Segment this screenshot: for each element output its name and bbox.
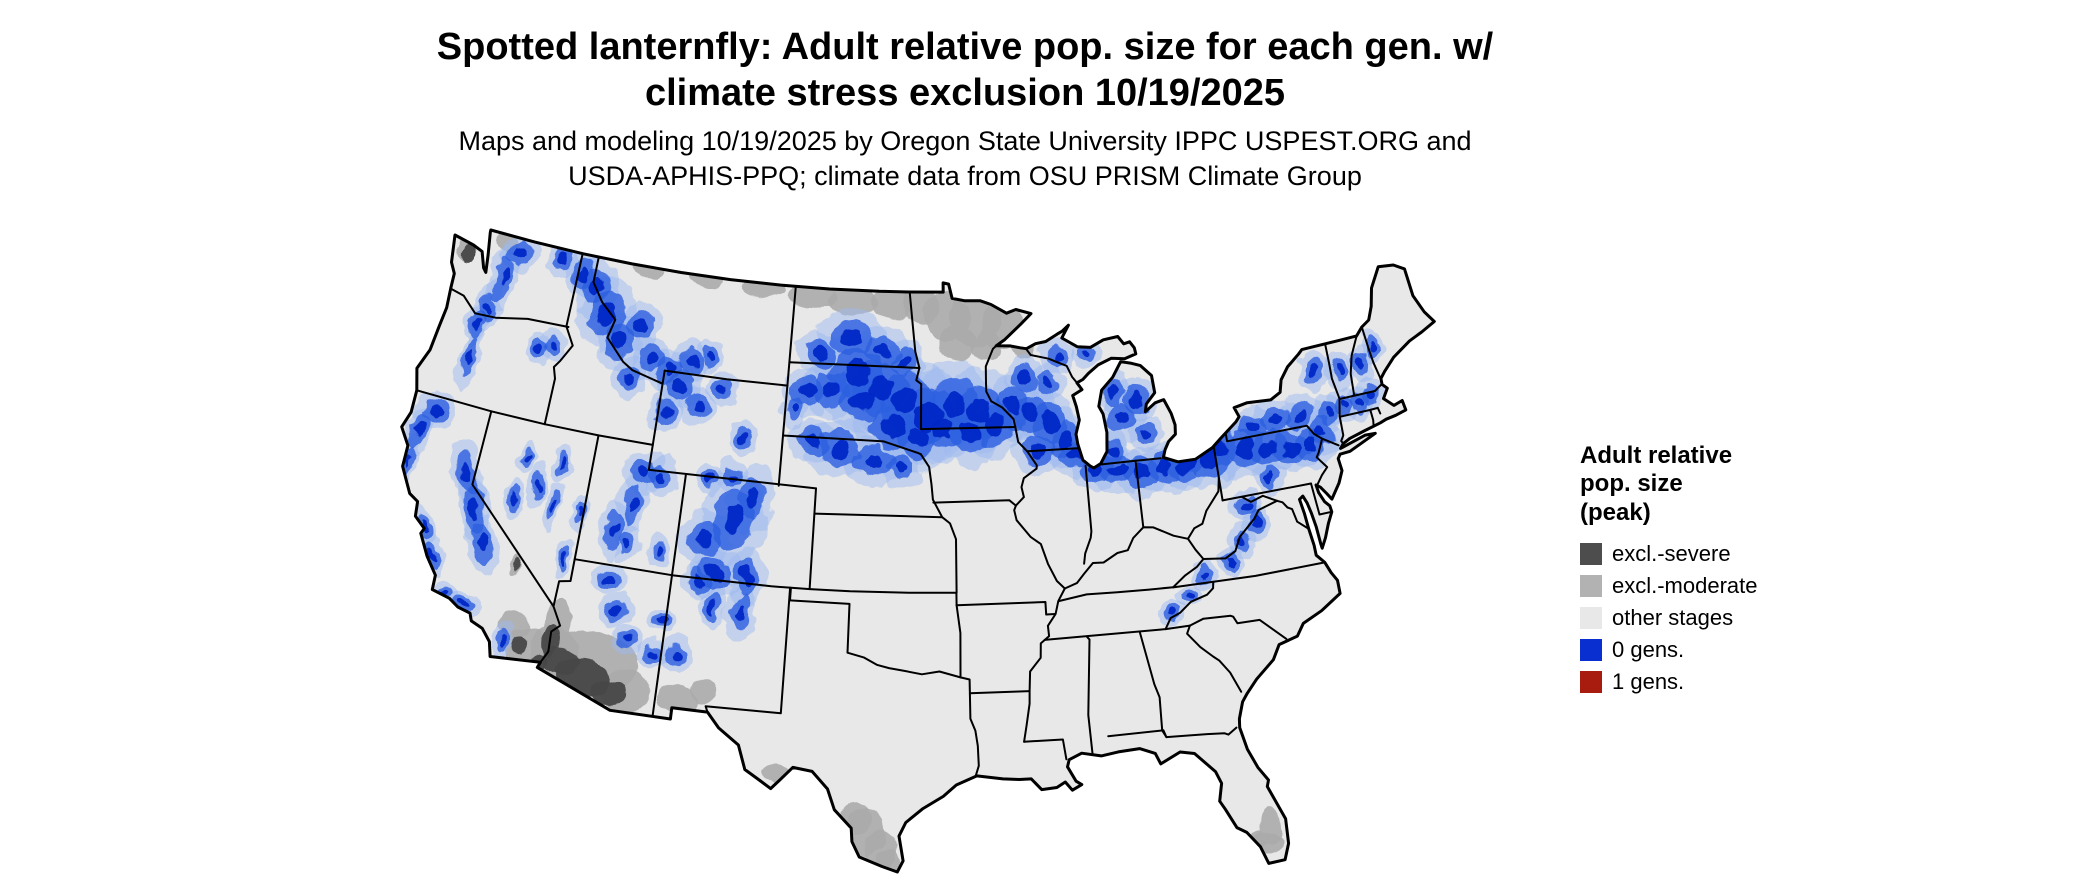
map-outline (400, 228, 1436, 874)
us-map-svg (400, 228, 1436, 874)
us-map (308, 220, 1528, 882)
subtitle-line-2: USDA-APHIS-PPQ; climate data from OSU PR… (568, 160, 1362, 191)
legend-swatch (1580, 606, 1602, 629)
title-line-2: climate stress exclusion 10/19/2025 (644, 72, 1286, 115)
map-excl-moderate-layer (456, 232, 1284, 872)
legend-item-label: 0 gens. (1612, 636, 1685, 662)
legend-swatch (1580, 574, 1602, 597)
legend-item: excl.-severe (1580, 541, 1900, 567)
legend-item: excl.-moderate (1580, 573, 1900, 599)
title-line-1: Spotted lanternfly: Adult relative pop. … (436, 26, 1494, 68)
legend-item-label: other stages (1612, 604, 1734, 630)
legend-item-label: excl.-moderate (1612, 572, 1758, 598)
legend-item-label: excl.-severe (1612, 540, 1731, 566)
subtitle-line-1: Maps and modeling 10/19/2025 by Oregon S… (458, 126, 1472, 156)
figure-title: Spotted lanternfly: Adult relative pop. … (250, 24, 1680, 117)
legend-title-line-3: (peak) (1580, 498, 1651, 526)
legend-swatch (1580, 542, 1602, 565)
legend-item: other stages (1580, 605, 1900, 631)
legend-title-line-1: Adult relative (1580, 442, 1733, 469)
legend-item: 1 gens. (1580, 669, 1900, 695)
legend-swatch (1580, 670, 1602, 693)
map-state-borders (415, 252, 1382, 777)
legend-item-label: 1 gens. (1612, 668, 1685, 694)
map-base (401, 230, 1435, 872)
legend-title-line-2: pop. size (1580, 470, 1683, 498)
legend-title: Adult relative pop. size (peak) (1580, 442, 1900, 527)
legend-swatch (1580, 638, 1602, 661)
legend-items: excl.-severe excl.-moderate other stages 0 … (1580, 541, 1900, 695)
legend-item: 0 gens. (1580, 637, 1900, 663)
legend: Adult relative pop. size (peak) excl.-se… (1580, 442, 1900, 701)
figure-subtitle: Maps and modeling 10/19/2025 by Oregon S… (250, 124, 1680, 193)
